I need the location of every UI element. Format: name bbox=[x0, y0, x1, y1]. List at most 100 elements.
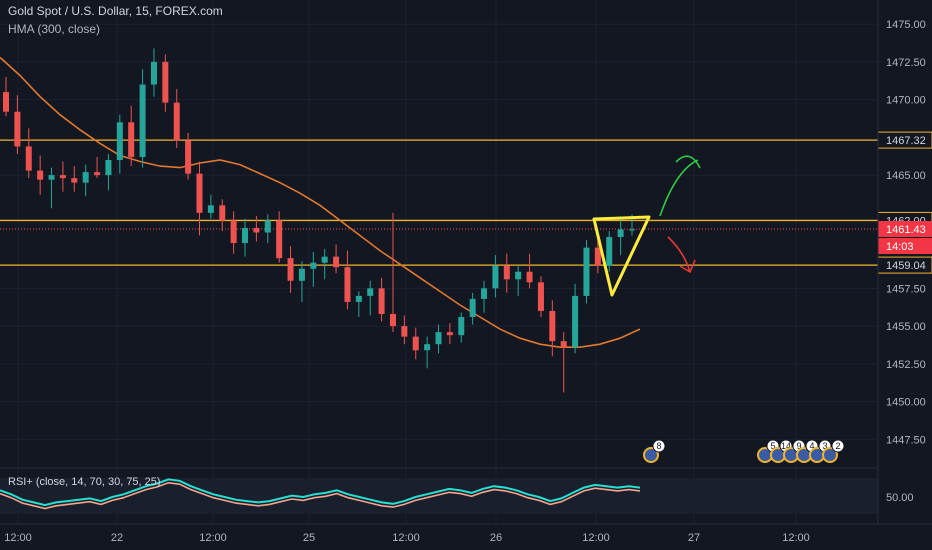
up-arrow bbox=[659, 159, 699, 217]
up-arrow-head bbox=[675, 155, 701, 169]
economic-events[interactable]: 8 5 14 9 4 3 2 bbox=[643, 439, 845, 463]
candle-body bbox=[3, 92, 9, 112]
candle-body bbox=[503, 265, 510, 280]
price-tick: 1472.50 bbox=[886, 57, 926, 69]
candle-body bbox=[481, 288, 488, 299]
price-tick: 1455.00 bbox=[886, 321, 926, 333]
candle-body bbox=[446, 332, 453, 336]
candle-body bbox=[572, 295, 579, 348]
candle-body bbox=[162, 61, 169, 103]
price-badge-label: 1461.43 bbox=[886, 224, 926, 236]
candle-body bbox=[59, 175, 66, 179]
event-count-label: 5 bbox=[770, 441, 775, 451]
time-tick: 12:00 bbox=[782, 532, 810, 544]
candle-body bbox=[435, 332, 442, 345]
event-count-label: 4 bbox=[809, 441, 814, 451]
rsi-line bbox=[0, 478, 641, 507]
candle-body bbox=[207, 205, 214, 213]
event-count-label: 9 bbox=[796, 441, 801, 451]
event-count-badge bbox=[652, 439, 666, 453]
rsi-signal-line bbox=[0, 481, 641, 510]
candle-body bbox=[105, 160, 112, 176]
price-badge-label: 1459.04 bbox=[886, 260, 926, 272]
candle-body bbox=[355, 295, 362, 302]
candle-body bbox=[389, 314, 396, 327]
candle-body bbox=[253, 227, 260, 233]
candle-body bbox=[82, 172, 89, 183]
candle-body bbox=[583, 247, 590, 296]
candle-body bbox=[14, 111, 21, 147]
candle-body bbox=[333, 256, 340, 268]
candle-body bbox=[264, 220, 271, 233]
candle-body bbox=[37, 170, 44, 180]
rsi-indicator-label[interactable]: RSI+ (close, 14, 70, 30, 75, 25) bbox=[8, 476, 161, 488]
time-tick: 12:00 bbox=[4, 532, 32, 544]
candle-body bbox=[128, 122, 135, 158]
candle-body bbox=[219, 205, 226, 221]
time-tick: 12:00 bbox=[199, 532, 227, 544]
candle-body bbox=[629, 229, 635, 231]
event-count-badge bbox=[831, 439, 845, 453]
candle-body bbox=[276, 220, 283, 259]
candle-body bbox=[71, 178, 78, 183]
event-count-label: 2 bbox=[835, 441, 840, 451]
event-count-label: 3 bbox=[822, 441, 827, 451]
horizontal-levels[interactable] bbox=[0, 139, 878, 266]
candle-body bbox=[242, 227, 249, 244]
candle-body bbox=[560, 341, 567, 348]
time-tick: 12:00 bbox=[582, 532, 610, 544]
price-tick: 1450.00 bbox=[886, 397, 926, 409]
rsi-band bbox=[0, 478, 878, 514]
candle-body bbox=[594, 247, 601, 266]
event-count-label: 8 bbox=[656, 441, 661, 451]
candle-body bbox=[196, 173, 203, 213]
candle-body bbox=[150, 61, 157, 85]
rsi-tick: 50.00 bbox=[886, 492, 914, 504]
candle-body bbox=[469, 298, 476, 318]
rsi-panel bbox=[0, 467, 878, 514]
event-flag-icon bbox=[811, 449, 823, 461]
event-flag-icon bbox=[759, 449, 771, 461]
time-tick: 27 bbox=[688, 532, 700, 544]
candle-body bbox=[298, 268, 305, 281]
symbol-title[interactable]: Gold Spot / U.S. Dollar, 15, FOREX.com bbox=[8, 4, 223, 18]
candle-body bbox=[492, 265, 499, 289]
price-tick: 1452.50 bbox=[886, 359, 926, 371]
price-badge-red bbox=[878, 221, 932, 238]
candle-body bbox=[412, 336, 419, 351]
drawings[interactable] bbox=[592, 155, 701, 297]
candle-body bbox=[606, 237, 613, 266]
time-tick: 25 bbox=[303, 532, 315, 544]
price-badge-label: 1467.32 bbox=[886, 135, 926, 147]
candle-body bbox=[139, 84, 146, 158]
price-tick: 1465.00 bbox=[886, 170, 926, 182]
hma-indicator-label[interactable]: HMA (300, close) bbox=[8, 22, 101, 36]
candle-body bbox=[537, 282, 544, 311]
candle-body bbox=[321, 256, 328, 263]
price-tick: 1475.00 bbox=[886, 19, 926, 31]
hma-line bbox=[0, 56, 641, 349]
candle-body bbox=[48, 175, 55, 180]
candle-body bbox=[458, 317, 465, 336]
candle-body bbox=[526, 271, 533, 283]
price-tick: 1470.00 bbox=[886, 95, 926, 107]
event-flag-icon bbox=[772, 449, 784, 461]
candle-body bbox=[310, 262, 317, 269]
candle-body bbox=[116, 122, 123, 161]
candle-body bbox=[94, 172, 101, 176]
candle-body bbox=[367, 288, 374, 296]
event-flag-icon bbox=[824, 449, 836, 461]
candle-body bbox=[401, 326, 408, 337]
time-tick: 26 bbox=[490, 532, 502, 544]
candle-body bbox=[378, 288, 385, 315]
price-badge-red bbox=[878, 238, 932, 255]
price-tick: 1447.50 bbox=[886, 434, 926, 446]
candle-body bbox=[173, 102, 180, 141]
price-badge-label: 14:03 bbox=[886, 241, 914, 253]
candle-body bbox=[515, 271, 522, 280]
candles bbox=[3, 48, 635, 393]
event-flag-icon bbox=[785, 449, 797, 461]
event-flag-icon bbox=[645, 449, 657, 461]
